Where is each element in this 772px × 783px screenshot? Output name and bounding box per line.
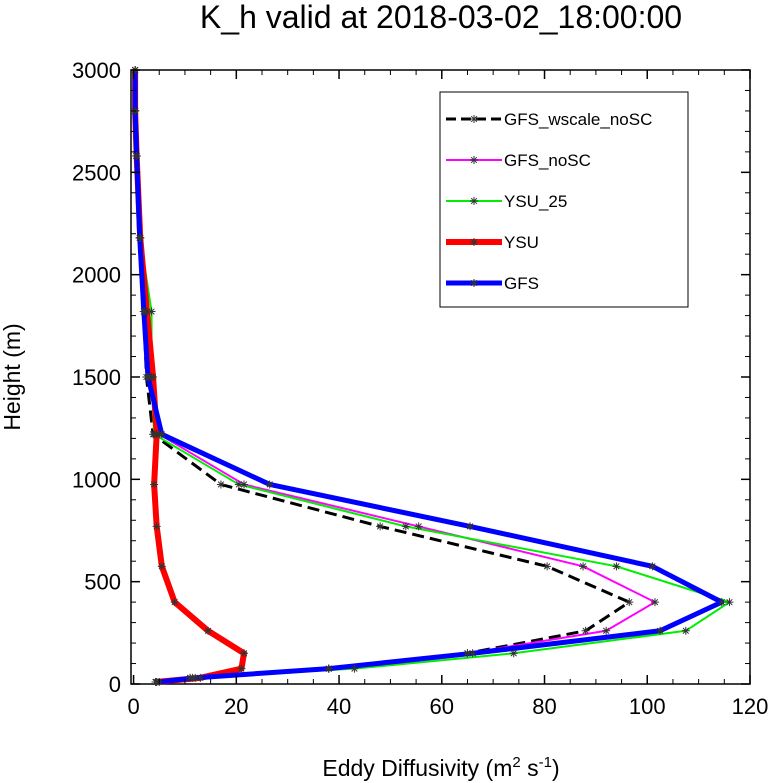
- x-tick-label: 20: [224, 694, 248, 719]
- legend-label-ysu-25: YSU_25: [504, 192, 567, 211]
- chart-title: K_h valid at 2018-03-02_18:00:00: [200, 0, 682, 35]
- data-point-ysu: [204, 626, 213, 635]
- data-point-gfs-nosc: [414, 522, 423, 531]
- data-point-gfs-nosc: [650, 598, 659, 607]
- axis-ticks: 0 20 40 60 80 100 120 0 500 1000 1500 2000 2500 3000: [72, 58, 768, 719]
- data-point-ysu-25: [725, 598, 734, 607]
- legend-marker-gfs-nosc: [470, 156, 478, 164]
- data-point-gfs: [468, 649, 477, 658]
- data-point-ysu: [150, 480, 159, 489]
- y-tick-label: 1500: [72, 365, 121, 390]
- series-layer: [131, 66, 734, 686]
- legend-label-gfs-nosc: GFS_noSC: [504, 151, 591, 170]
- data-point-ysu: [237, 664, 246, 673]
- data-point-gfs: [143, 373, 152, 381]
- legend-marker-ysu: [470, 238, 478, 246]
- data-point-gfs-nosc: [579, 562, 588, 571]
- x-tick-label: 120: [732, 694, 769, 719]
- data-point-gfs: [191, 673, 200, 682]
- legend: GFS_wscale_noSC GFS_noSC YSU_25 YSU GFS: [439, 91, 689, 308]
- y-tick-label: 1000: [72, 467, 121, 492]
- data-point-ysu: [152, 522, 161, 531]
- data-point-gfs: [466, 522, 475, 531]
- x-tick-label: 60: [430, 694, 454, 719]
- data-point-gfs: [132, 151, 141, 160]
- legend-marker-ysu-25: [470, 197, 478, 205]
- data-point-ysu-25: [147, 307, 156, 316]
- legend-marker-gfs-wscale-nosc: [470, 115, 478, 123]
- y-tick-label: 3000: [72, 58, 121, 83]
- y-axis-label: Height (m): [0, 323, 25, 430]
- data-point-ysu: [149, 373, 158, 381]
- data-point-gfs: [135, 233, 144, 242]
- y-tick-label: 500: [84, 570, 121, 595]
- data-point-ysu-25: [234, 480, 243, 489]
- data-point-ysu-25: [612, 562, 621, 571]
- legend-label-gfs-wscale-nosc: GFS_wscale_noSC: [504, 110, 652, 129]
- legend-box: [439, 91, 689, 308]
- data-point-gfs-wscale-nosc: [543, 562, 552, 571]
- legend-label-gfs: GFS: [504, 274, 539, 293]
- data-point-gfs: [139, 307, 148, 316]
- data-point-gfs-nosc: [463, 649, 472, 658]
- x-axis-label: Eddy Diffusivity (m2 s-1): [322, 754, 559, 781]
- data-point-ysu: [152, 430, 161, 439]
- data-point-gfs: [324, 664, 333, 673]
- y-tick-label: 2000: [72, 263, 121, 288]
- x-tick-label: 40: [327, 694, 351, 719]
- data-point-ysu: [170, 598, 179, 607]
- data-point-gfs: [717, 598, 726, 607]
- x-tick-label: 80: [532, 694, 556, 719]
- data-point-gfs-nosc: [602, 626, 611, 635]
- data-point-ysu-25: [350, 664, 359, 673]
- legend-label-ysu: YSU: [504, 233, 539, 252]
- legend-marker-gfs: [470, 279, 478, 287]
- data-point-gfs: [656, 626, 665, 635]
- data-point-gfs-wscale-nosc: [376, 522, 385, 531]
- series-line-gfs: [132, 70, 725, 685]
- data-point-gfs-wscale-nosc: [581, 626, 590, 635]
- y-tick-label: 2500: [72, 160, 121, 185]
- y-tick-label: 0: [109, 672, 121, 697]
- data-point-ysu: [157, 562, 166, 571]
- data-point-gfs-wscale-nosc: [216, 480, 225, 489]
- data-point-ysu: [240, 649, 249, 658]
- data-point-gfs: [265, 480, 274, 489]
- data-point-gfs: [648, 562, 657, 571]
- x-tick-label: 0: [127, 694, 139, 719]
- data-point-gfs: [157, 430, 166, 439]
- data-point-ysu: [196, 673, 205, 682]
- x-tick-label: 100: [629, 694, 666, 719]
- data-point-ysu-25: [509, 649, 518, 658]
- data-point-gfs-wscale-nosc: [625, 598, 634, 607]
- data-point-gfs-nosc: [240, 480, 249, 489]
- data-point-ysu-25: [681, 626, 690, 635]
- data-point-ysu-25: [401, 522, 410, 531]
